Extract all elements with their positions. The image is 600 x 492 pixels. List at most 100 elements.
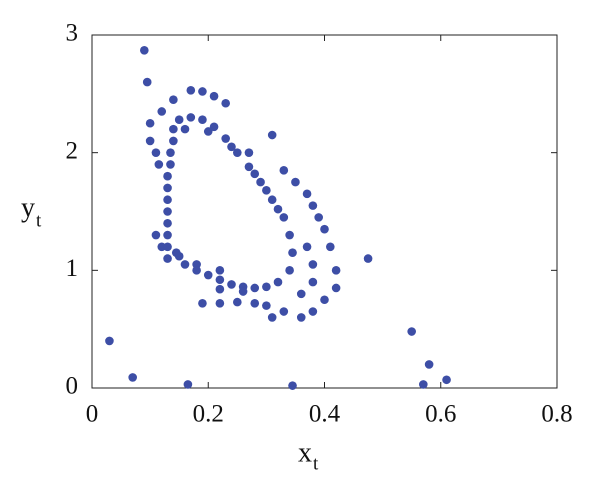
point — [267, 313, 277, 322]
x-tick-label: 0 — [86, 401, 99, 428]
point — [186, 113, 196, 122]
point — [221, 98, 230, 108]
point — [256, 177, 265, 187]
point — [288, 248, 297, 257]
point — [163, 230, 172, 240]
point — [296, 289, 306, 299]
y-tick-label: 0 — [66, 373, 79, 400]
point — [308, 201, 318, 210]
point — [407, 327, 416, 336]
point — [262, 282, 271, 292]
point — [285, 266, 294, 275]
point — [250, 169, 260, 179]
point — [244, 148, 254, 157]
point — [151, 148, 161, 157]
point — [128, 373, 137, 382]
point — [308, 277, 318, 287]
x-axis-label-subscript: t — [313, 453, 319, 474]
point — [442, 375, 451, 385]
point — [244, 162, 254, 172]
point — [302, 242, 312, 252]
point — [238, 287, 248, 296]
point — [163, 195, 172, 205]
point — [198, 115, 207, 125]
point — [145, 118, 155, 128]
point — [363, 254, 373, 263]
point — [163, 254, 172, 263]
point — [142, 77, 152, 87]
point — [198, 298, 207, 308]
point — [166, 160, 175, 169]
point — [250, 298, 260, 308]
point — [308, 307, 318, 316]
x-tick-label: 0.2 — [193, 401, 224, 428]
point — [198, 87, 207, 96]
x-tick-label: 0.6 — [425, 401, 456, 428]
point — [296, 313, 306, 322]
point — [157, 107, 167, 116]
point — [186, 86, 196, 95]
point — [262, 186, 271, 195]
point — [288, 381, 297, 390]
point — [331, 266, 341, 275]
point — [140, 45, 149, 55]
x-tick-label: 0.4 — [309, 401, 341, 428]
point — [151, 230, 161, 240]
point — [267, 130, 277, 140]
point — [314, 213, 323, 222]
y-axis-label-subscript: t — [36, 210, 42, 231]
point — [233, 148, 242, 157]
point — [279, 166, 289, 175]
point — [145, 136, 155, 146]
point — [154, 160, 164, 169]
point — [233, 297, 242, 307]
point — [163, 218, 172, 228]
point — [180, 260, 190, 269]
point — [326, 242, 335, 252]
point — [105, 336, 114, 346]
point — [169, 95, 178, 105]
point — [171, 248, 181, 257]
point — [227, 142, 236, 152]
point — [166, 148, 175, 157]
point — [273, 277, 283, 287]
point — [267, 195, 277, 205]
point — [183, 380, 193, 389]
point — [215, 266, 225, 275]
point — [308, 260, 318, 269]
point — [273, 204, 283, 214]
y-tick-label: 3 — [66, 20, 79, 47]
point — [262, 301, 271, 310]
point — [221, 134, 230, 143]
point — [163, 183, 172, 193]
y-tick-label: 2 — [66, 137, 79, 164]
point — [169, 136, 178, 146]
point — [203, 127, 213, 136]
point — [227, 280, 236, 289]
point — [163, 242, 172, 252]
point — [279, 307, 289, 316]
point — [203, 270, 213, 280]
point — [215, 298, 225, 308]
point — [169, 124, 178, 134]
point — [320, 295, 329, 305]
point — [209, 91, 219, 101]
x-axis-label: x — [298, 437, 312, 468]
point — [419, 380, 428, 389]
point — [285, 230, 294, 240]
points — [105, 45, 451, 390]
point — [279, 213, 289, 222]
point — [174, 115, 184, 125]
point — [215, 284, 225, 294]
plot-frame — [91, 34, 558, 389]
point — [331, 283, 341, 293]
point — [163, 171, 172, 181]
x-tick-label: 0.8 — [541, 401, 572, 428]
point — [163, 207, 172, 216]
point — [192, 266, 201, 275]
point — [302, 189, 312, 199]
y-tick-label: 1 — [66, 255, 79, 282]
y-axis-label: y — [21, 192, 35, 223]
point — [180, 124, 190, 134]
